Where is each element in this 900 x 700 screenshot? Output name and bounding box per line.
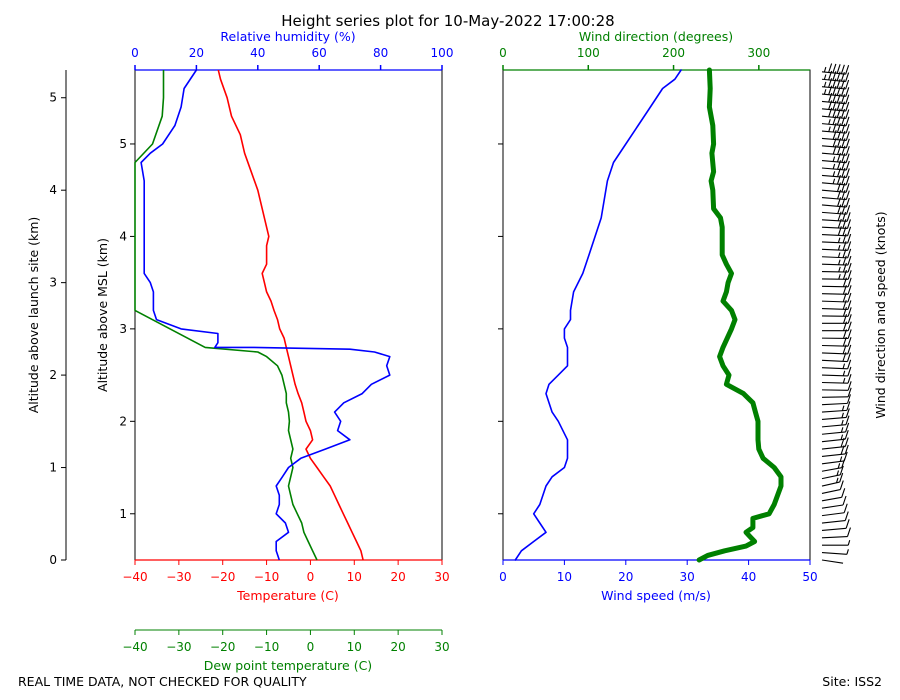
rh-axis-label: Relative humidity (%) [220,29,355,44]
wind-barb [821,488,846,502]
wind-speed-tick-label: 20 [618,570,633,584]
temperature-tick-label: −40 [122,570,147,584]
rh-tick-label: 80 [373,46,388,60]
dewpoint-tick-label: 20 [391,640,406,654]
wind-barb [821,458,846,472]
wind-barb [821,381,852,391]
dewpoint-tick-label: 30 [434,640,449,654]
wind-lines [514,67,784,563]
launch-tick-label: 4 [49,183,57,197]
wind-barb [821,559,844,564]
wind-barb [821,451,848,465]
wind-barb [821,130,850,141]
wind-barbs [821,63,852,564]
wind-barb [821,307,852,317]
wind-barb [821,387,852,398]
wind_speed-line [514,69,682,561]
wind-barb [821,527,851,539]
wind-barb [822,540,851,546]
msl-tick-label: 1 [119,507,127,521]
temperature-tick-label: −20 [210,570,235,584]
wind_dir-line [696,67,784,563]
wind-barb [821,218,851,230]
wind-barb [821,429,849,443]
wind-barb [821,359,852,370]
wind-ticks: 0 10 20 30 40 50 0 100 200 300 [498,46,818,584]
wind-plot-frame [502,69,811,561]
rh-tick-label: 0 [131,46,139,60]
wind-barb [821,465,844,480]
wind-barb [821,374,852,384]
dewpoint-tick-label: 10 [347,640,362,654]
msl-altitude-label: Altitude above MSL (km) [95,238,110,392]
launch-tick-label: 2 [49,368,57,382]
rh-line [140,69,391,561]
wind-barb [821,366,852,377]
wind-barb [821,495,847,509]
wind-dir-tick-label: 200 [662,46,685,60]
wind-barb [821,472,844,487]
wind-barb [821,408,850,421]
dewpoint-line [134,70,318,561]
wind-speed-tick-label: 50 [802,570,817,584]
rh-tick-label: 20 [189,46,204,60]
thermo-panel: −40 −30 −20 −10 0 10 20 30−40 −30 −20 −10 0 10 20 300 2… [26,29,453,673]
wind-speed-tick-label: 40 [741,570,756,584]
wind-barb [821,480,844,494]
wind-speed-tick-label: 10 [557,570,572,584]
msl-tick-label: 4 [119,229,127,243]
wind-barb [821,401,851,413]
wind-barb [821,549,849,555]
rh-tick-label: 40 [250,46,265,60]
wind-dir-tick-label: 300 [747,46,770,60]
wind-dir-tick-label: 0 [499,46,507,60]
wind-barb [821,160,850,171]
launch-altitude-label: Altitude above launch site (km) [26,217,41,414]
temperature-tick-label: 0 [307,570,315,584]
wind-panel: 0 10 20 30 40 50 0 100 200 300 Wind direction (de… [498,29,888,603]
thermo-ticks: −40 −30 −20 −10 0 10 20 30−40 −30 −20 −10 0 10 20 300 2… [49,46,453,654]
temperature-tick-label: 20 [391,570,406,584]
wind-dir-tick-label: 100 [577,46,600,60]
wind-speed-tick-label: 0 [499,570,507,584]
wind-dir-axis-label: Wind direction (degrees) [579,29,733,44]
msl-tick-label: 3 [119,322,127,336]
wind-barb [821,394,851,406]
wind-speed-axis-label: Wind speed (m/s) [601,588,711,603]
barb-axis-label: Wind direction and speed (knots) [873,211,888,418]
dewpoint-tick-label: −40 [122,640,147,654]
wind-barb [821,422,850,435]
dewpoint-tick-label: 0 [307,640,315,654]
wind-barb [821,63,850,75]
wind-barb [821,503,848,517]
dewpoint-tick-label: −10 [254,640,279,654]
launch-tick-label: 1 [49,461,57,475]
temperature-tick-label: 10 [347,570,362,584]
rh-tick-label: 100 [431,46,454,60]
dewpoint-axis-label: Dew point temperature (C) [204,658,372,673]
thermo-lines [134,69,391,561]
wind-speed-tick-label: 30 [680,570,695,584]
msl-tick-label: 2 [119,414,127,428]
chart-title: Height series plot for 10-May-2022 17:00… [281,12,614,30]
wind-barb [821,415,850,428]
launch-tick-label: 5 [49,91,57,105]
temperature-tick-label: −30 [166,570,191,584]
launch-tick-label: 3 [49,276,57,290]
temperature-axis-label: Temperature (C) [236,588,339,603]
rh-tick-label: 60 [312,46,327,60]
msl-tick-label: 5 [119,137,127,151]
wind-barb [821,519,850,531]
footer-site: Site: ISS2 [822,674,882,689]
footer-quality-note: REAL TIME DATA, NOT CHECKED FOR QUALITY [18,674,307,689]
wind-barb [821,511,849,524]
dewpoint-tick-label: −20 [210,640,235,654]
dewpoint-tick-label: −30 [166,640,191,654]
launch-tick-label: 0 [49,553,57,567]
temperature-tick-label: 30 [434,570,449,584]
temperature-tick-label: −10 [254,570,279,584]
temperature-line [217,69,364,561]
